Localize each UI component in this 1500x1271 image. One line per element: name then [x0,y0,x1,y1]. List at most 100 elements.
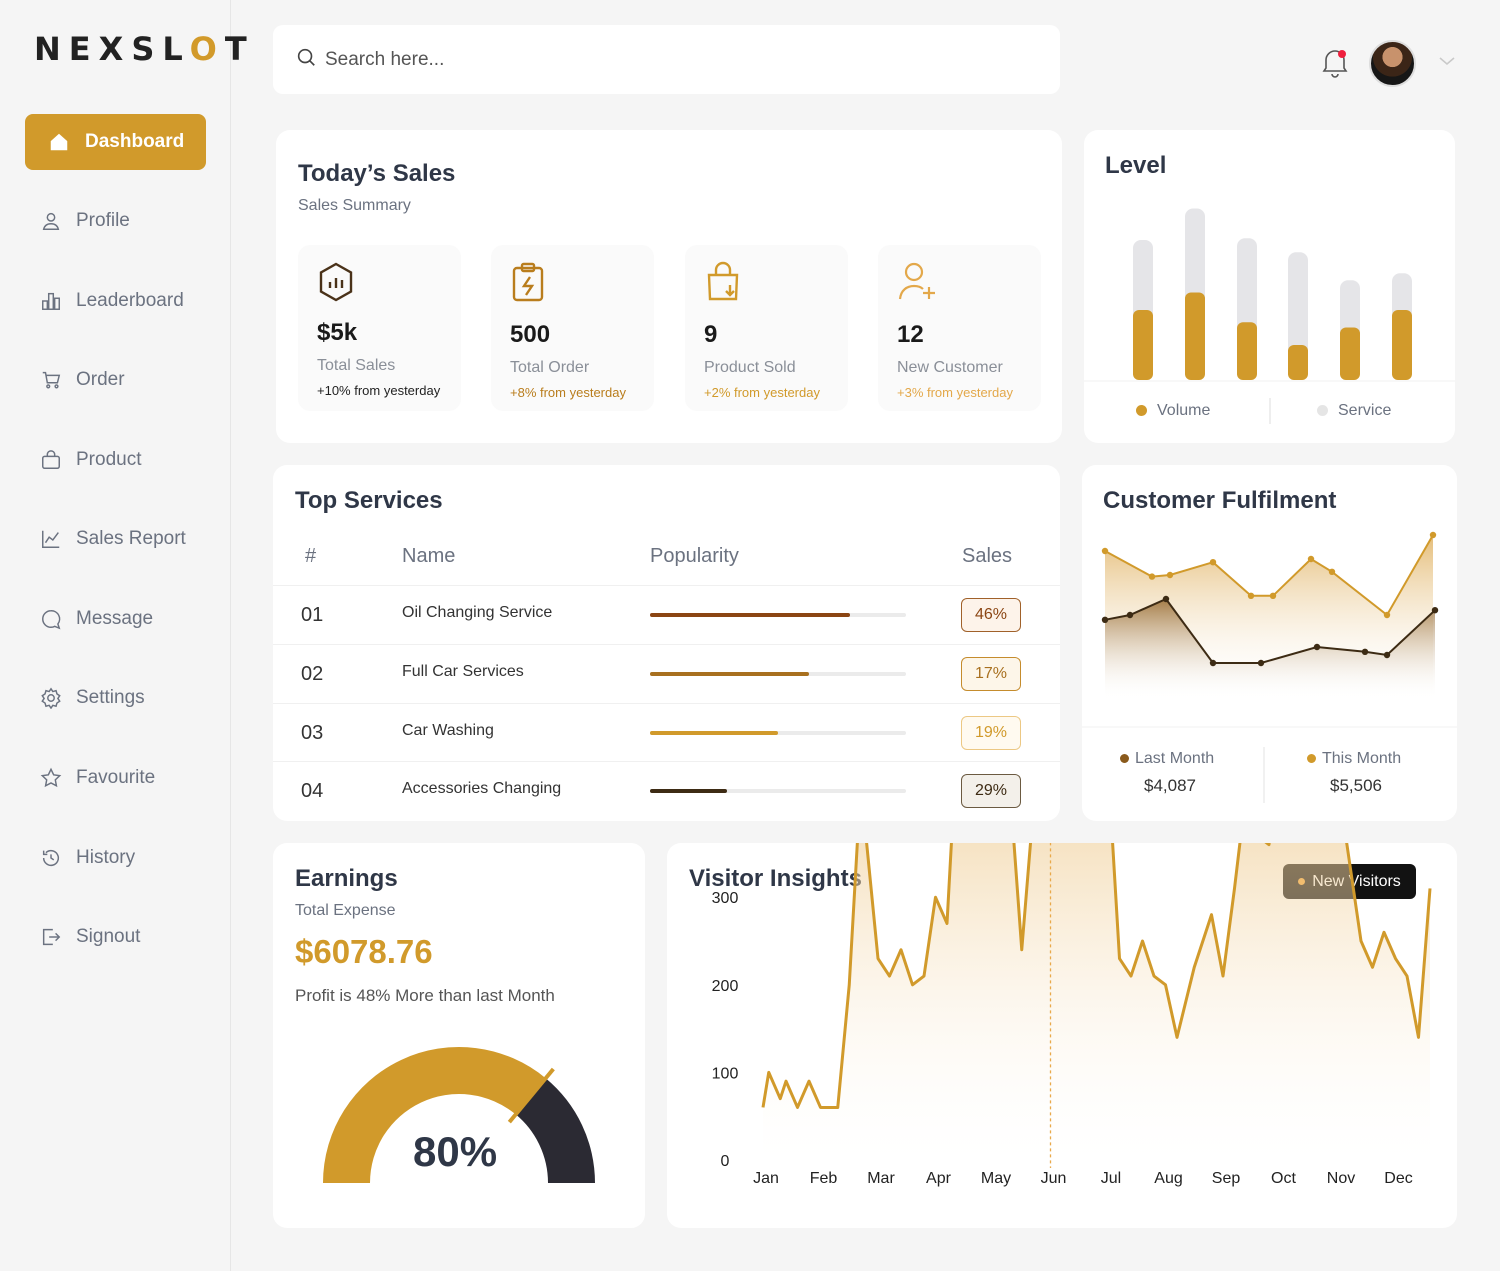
top-services-card: Top Services # Name Popularity Sales 01 O… [273,465,1060,821]
todays-sales-subtitle: Sales Summary [298,197,411,214]
x-tick-label: Jan [753,1170,779,1187]
table-row[interactable]: 03 Car Washing 19% [273,703,1060,762]
y-tick-label: 100 [712,1065,739,1082]
line-chart-icon [39,527,63,551]
chevron-down-icon[interactable] [1436,54,1458,73]
last-month-point [1126,611,1134,619]
legend-last-month: Last Month [1120,750,1214,768]
sidebar-item-label: History [76,847,136,868]
this-month-point [1307,555,1315,563]
sidebar: NEXSLOT Dashboard Profile Leaderboard Or… [0,0,247,1271]
x-tick-label: Aug [1154,1170,1182,1187]
last-month-point [1162,595,1170,603]
search-icon [295,46,317,73]
brand-logo[interactable]: NEXSLOT [34,30,255,68]
sidebar-item-label: Message [76,608,154,629]
sidebar-item-label: Profile [76,210,130,231]
legend-label: Volume [1157,402,1211,419]
earnings-title: Earnings [295,865,398,892]
stat-delta: +10% from yesterday [317,383,441,398]
service-name: Car Washing [402,722,494,739]
sales-badge: 29% [961,774,1021,808]
x-tick-label: Dec [1384,1170,1412,1187]
row-number: 04 [301,780,324,802]
sidebar-item-product[interactable]: Product [25,432,206,488]
gauge-progress-arc [323,1047,546,1183]
sidebar-item-profile[interactable]: Profile [25,193,206,249]
todays-sales-title: Today’s Sales [298,160,456,187]
this-month-point [1148,573,1156,580]
legend-label: Service [1338,402,1392,419]
sidebar-item-message[interactable]: Message [25,591,206,647]
sidebar-item-label: Sales Report [76,528,186,549]
last-month-area [1105,599,1435,700]
x-tick-label: Mar [867,1170,895,1187]
sidebar-item-signout[interactable]: Signout [25,909,206,965]
notification-bell-icon[interactable] [1320,46,1350,78]
legend-service: Service [1317,402,1391,420]
level-bar-chart [1084,208,1455,424]
visitor-line-chart: 0100200300400500JanFebMarAprMayJunJulAug… [712,843,1432,1187]
level-title: Level [1105,152,1167,179]
shopping-bag-icon [704,261,742,308]
avatar[interactable] [1369,40,1416,87]
x-tick-label: May [981,1170,1011,1187]
earnings-amount: $6078.76 [295,933,433,970]
this-month-point [1269,592,1277,599]
popularity-bar [650,731,906,735]
sidebar-item-dashboard[interactable]: Dashboard [25,114,206,170]
sales-badge: 19% [961,716,1021,750]
visitors-area [763,843,1430,1160]
chat-icon [39,607,63,631]
sidebar-item-leaderboard[interactable]: Leaderboard [25,273,206,329]
this-month-point [1328,568,1336,575]
earnings-gauge [323,1047,595,1183]
todays-sales-card: Today’s Sales Sales Summary $5k Total Sa… [276,130,1062,443]
fulfilment-title: Customer Fulfilment [1103,487,1337,514]
row-number: 03 [301,722,324,744]
this-month-point [1166,571,1174,579]
stat-delta: +3% from yesterday [897,385,1013,400]
stat-label: Total Sales [317,357,396,374]
legend-dot [1136,405,1147,417]
last-month-point [1431,607,1439,614]
row-number: 01 [301,604,324,626]
sidebar-item-sales-report[interactable]: Sales Report [25,511,206,567]
sidebar-item-order[interactable]: Order [25,352,206,408]
visitor-insights-title: Visitor Insights [689,865,862,892]
visitor-insights-card: Visitor Insights New Visitors 0 100 200 300… [667,843,1457,1228]
sidebar-item-label: Favourite [76,767,156,788]
table-row[interactable]: 02 Full Car Services 17% [273,644,1060,703]
y-tick-label: 300 [712,890,739,907]
sidebar-item-history[interactable]: History [25,830,206,886]
table-row[interactable]: 04 Accessories Changing 29% [273,761,1060,820]
search-input[interactable] [325,48,925,71]
stat-value: $5k [317,319,358,346]
service-name: Oil Changing Service [402,604,553,621]
legend-dot [1120,754,1129,764]
stat-new-customer: 12 New Customer +3% from yesterday [878,245,1041,411]
table-row[interactable]: 01 Oil Changing Service 46% [273,585,1060,644]
x-tick-label: Nov [1327,1170,1355,1187]
stat-value: 500 [510,321,551,348]
sidebar-item-favourite[interactable]: Favourite [25,750,206,806]
legend-volume: Volume [1136,402,1210,420]
sidebar-item-settings[interactable]: Settings [25,670,206,726]
volume-bar [1237,322,1257,380]
this-month-line [1104,534,1434,617]
earnings-card: Earnings Total Expense $6078.76 Profit i… [273,843,645,1228]
stat-product-sold: 9 Product Sold +2% from yesterday [685,245,848,411]
legend-label: Last Month [1135,750,1215,767]
last-month-point [1257,659,1265,667]
this-month-point [1429,531,1437,539]
row-number: 02 [301,663,324,685]
star-icon [39,766,63,790]
this-month-point [1383,611,1391,619]
stat-value: 12 [897,321,924,348]
x-tick-label: Jun [1041,1170,1067,1187]
column-header: Sales [962,545,1013,567]
stat-label: New Customer [897,359,1003,376]
y-tick-label: 0 [721,1153,730,1170]
stat-label: Total Order [510,359,590,376]
search-bar[interactable] [273,25,1060,94]
